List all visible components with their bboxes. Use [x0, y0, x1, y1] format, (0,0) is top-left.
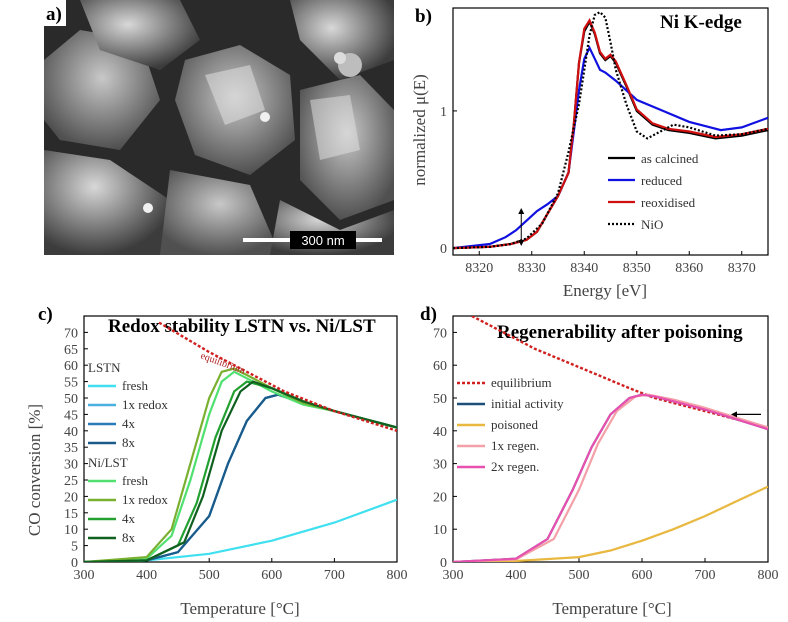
series-line-poisoned: [453, 485, 768, 562]
chart-b-xlabel: Energy [eV]: [563, 281, 647, 300]
y-tick-label: 55: [64, 376, 78, 391]
x-tick-label: 8370: [728, 261, 756, 276]
x-tick-label: 400: [136, 568, 157, 583]
chart-c: c) Redox stability LSTN vs. Ni/LST CO co…: [25, 304, 408, 618]
series-line-equilibrium: [471, 316, 768, 429]
chart-d-xlabel: Temperature [°C]: [552, 599, 671, 618]
x-tick-label: 8320: [465, 261, 493, 276]
x-tick-label: 800: [758, 568, 779, 583]
y-tick-label: 40: [433, 425, 447, 440]
y-tick-label: 30: [64, 458, 78, 473]
legend-entry: 1x redox: [122, 397, 168, 412]
y-tick-label: 45: [64, 408, 78, 423]
x-tick-label: 8330: [518, 261, 546, 276]
edge-arrowhead-up: [518, 208, 525, 214]
plot-frame: [83, 315, 398, 563]
panel-a-label: a): [46, 4, 62, 25]
legend-entry: initial activity: [491, 396, 564, 411]
legend-entry: equilibrium: [491, 375, 552, 390]
y-tick-label: 50: [433, 392, 447, 407]
panel-b: b) Ni K-edge normalized μ(E) Energy [eV]…: [395, 0, 788, 300]
x-tick-label: 300: [443, 568, 464, 583]
legend-entry: as calcined: [641, 151, 699, 166]
equilibrium-label: equilibrium: [199, 350, 247, 376]
y-tick-label: 15: [64, 507, 78, 522]
y-tick-label: 25: [64, 474, 78, 489]
x-tick-label: 600: [632, 568, 653, 583]
plot-frame: [452, 315, 769, 563]
panel-d-label: d): [420, 304, 437, 325]
legend-entry: 4x: [122, 416, 136, 431]
y-tick-label: 20: [433, 490, 447, 505]
series-line-reduced: [453, 45, 768, 250]
y-tick-label: 20: [64, 490, 78, 505]
y-tick-label: 60: [433, 359, 447, 374]
x-tick-label: 700: [324, 568, 345, 583]
y-tick-label: 0: [440, 556, 447, 571]
legend-entry: poisoned: [491, 417, 538, 432]
regen-arrowhead: [731, 411, 737, 418]
legend-entry: fresh: [122, 473, 148, 488]
x-tick-label: 8350: [623, 261, 651, 276]
y-tick-label: 10: [64, 523, 78, 538]
y-tick-label: 10: [433, 523, 447, 538]
x-tick-label: 700: [695, 568, 716, 583]
chart-d: d) Regenerability after poisoning Temper…: [420, 304, 779, 618]
legend-entry: 1x redox: [122, 492, 168, 507]
y-tick-label: 40: [64, 425, 78, 440]
series-line-1x-regen-: [453, 393, 768, 562]
y-tick-label: 35: [64, 441, 78, 456]
legend-entry: reoxidised: [641, 195, 696, 210]
legend-entry: reduced: [641, 173, 683, 188]
panel-c: c) Redox stability LSTN vs. Ni/LST CO co…: [0, 300, 408, 622]
panel-c-label: c): [38, 304, 53, 325]
y-tick-label: 65: [64, 343, 78, 358]
x-tick-label: 800: [387, 568, 408, 583]
chart-d-title: Regenerability after poisoning: [497, 322, 743, 343]
sem-image: 300 nm a): [44, 0, 394, 255]
x-tick-label: 500: [569, 568, 590, 583]
edge-arrowhead-down: [518, 240, 525, 246]
series-line-2x-regen-: [453, 393, 768, 562]
legend-group-nilst: Ni/LST: [88, 455, 128, 470]
series-line-equilibrium: [158, 321, 397, 432]
chart-b-title: Ni K-edge: [660, 12, 742, 33]
y-tick-label: 5: [71, 540, 78, 555]
panel-d: d) Regenerability after poisoning Temper…: [395, 300, 788, 622]
y-tick-label: 0: [71, 556, 78, 571]
series-line-reoxidised: [453, 18, 768, 250]
legend-entry: 8x: [122, 435, 136, 450]
legend-group-lstn: LSTN: [88, 360, 121, 375]
legend-entry: 2x regen.: [491, 459, 539, 474]
x-tick-label: 600: [261, 568, 282, 583]
y-tick-label: 70: [433, 326, 447, 341]
x-tick-label: 8340: [570, 261, 598, 276]
y-tick-label: 60: [64, 359, 78, 374]
chart-c-ylabel: CO conversion [%]: [25, 404, 44, 536]
y-tick-label: 30: [433, 458, 447, 473]
x-tick-label: 8360: [675, 261, 703, 276]
x-tick-label: 500: [199, 568, 220, 583]
plot-frame: [452, 7, 769, 256]
x-tick-label: 300: [74, 568, 95, 583]
chart-c-xlabel: Temperature [°C]: [180, 599, 299, 618]
legend-entry: 4x: [122, 511, 136, 526]
y-tick-label: 1: [440, 105, 447, 120]
series-line-nio: [453, 10, 768, 250]
y-tick-label: 70: [64, 326, 78, 341]
legend-entry: fresh: [122, 378, 148, 393]
panel-a: 300 nm a): [0, 0, 395, 300]
chart-c-title: Redox stability LSTN vs. Ni/LST: [108, 316, 376, 337]
chart-b: b) Ni K-edge normalized μ(E) Energy [eV]…: [410, 6, 769, 300]
y-tick-label: 0: [440, 242, 447, 257]
chart-b-ylabel: normalized μ(E): [410, 74, 429, 186]
panel-b-label: b): [415, 6, 432, 27]
legend-entry: 8x: [122, 530, 136, 545]
scalebar-label: 300 nm: [301, 233, 344, 248]
legend-entry: NiO: [641, 217, 663, 232]
x-tick-label: 400: [506, 568, 527, 583]
y-tick-label: 50: [64, 392, 78, 407]
legend-entry: 1x regen.: [491, 438, 539, 453]
